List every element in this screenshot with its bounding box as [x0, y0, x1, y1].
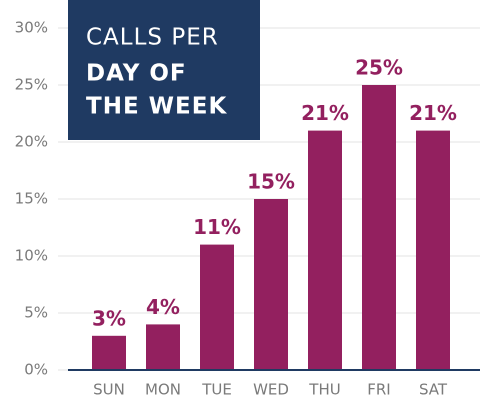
y-tick-label: 15%: [15, 190, 48, 208]
bar: [362, 85, 396, 370]
x-tick-label: MON: [145, 381, 181, 399]
value-label: 25%: [355, 56, 403, 80]
chart-title: CALLS PER: [86, 25, 219, 51]
bar: [308, 130, 342, 370]
x-tick-label: TUE: [201, 381, 232, 399]
bar: [200, 244, 234, 370]
value-label: 15%: [247, 170, 295, 194]
chart-title: DAY OF: [86, 61, 187, 87]
bar: [92, 335, 126, 370]
chart-title: THE WEEK: [86, 94, 227, 120]
bar: [416, 130, 450, 370]
x-tick-label: SAT: [419, 381, 448, 399]
y-tick-label: 10%: [15, 247, 48, 265]
bar: [146, 324, 180, 370]
y-tick-label: 0%: [24, 361, 48, 379]
bar: [254, 199, 288, 370]
value-label: 21%: [409, 101, 457, 125]
title-box: [68, 0, 260, 140]
y-tick-label: 5%: [24, 304, 48, 322]
x-tick-label: FRI: [367, 381, 390, 399]
y-tick-label: 25%: [15, 76, 48, 94]
x-tick-label: SUN: [93, 381, 125, 399]
x-tick-label: THU: [308, 381, 340, 399]
y-tick-label: 30%: [15, 19, 48, 37]
x-tick-label: WED: [253, 381, 289, 399]
value-label: 11%: [193, 215, 241, 239]
value-label: 21%: [301, 101, 349, 125]
y-tick-label: 20%: [15, 133, 48, 151]
value-label: 3%: [92, 306, 126, 330]
value-label: 4%: [146, 295, 180, 319]
